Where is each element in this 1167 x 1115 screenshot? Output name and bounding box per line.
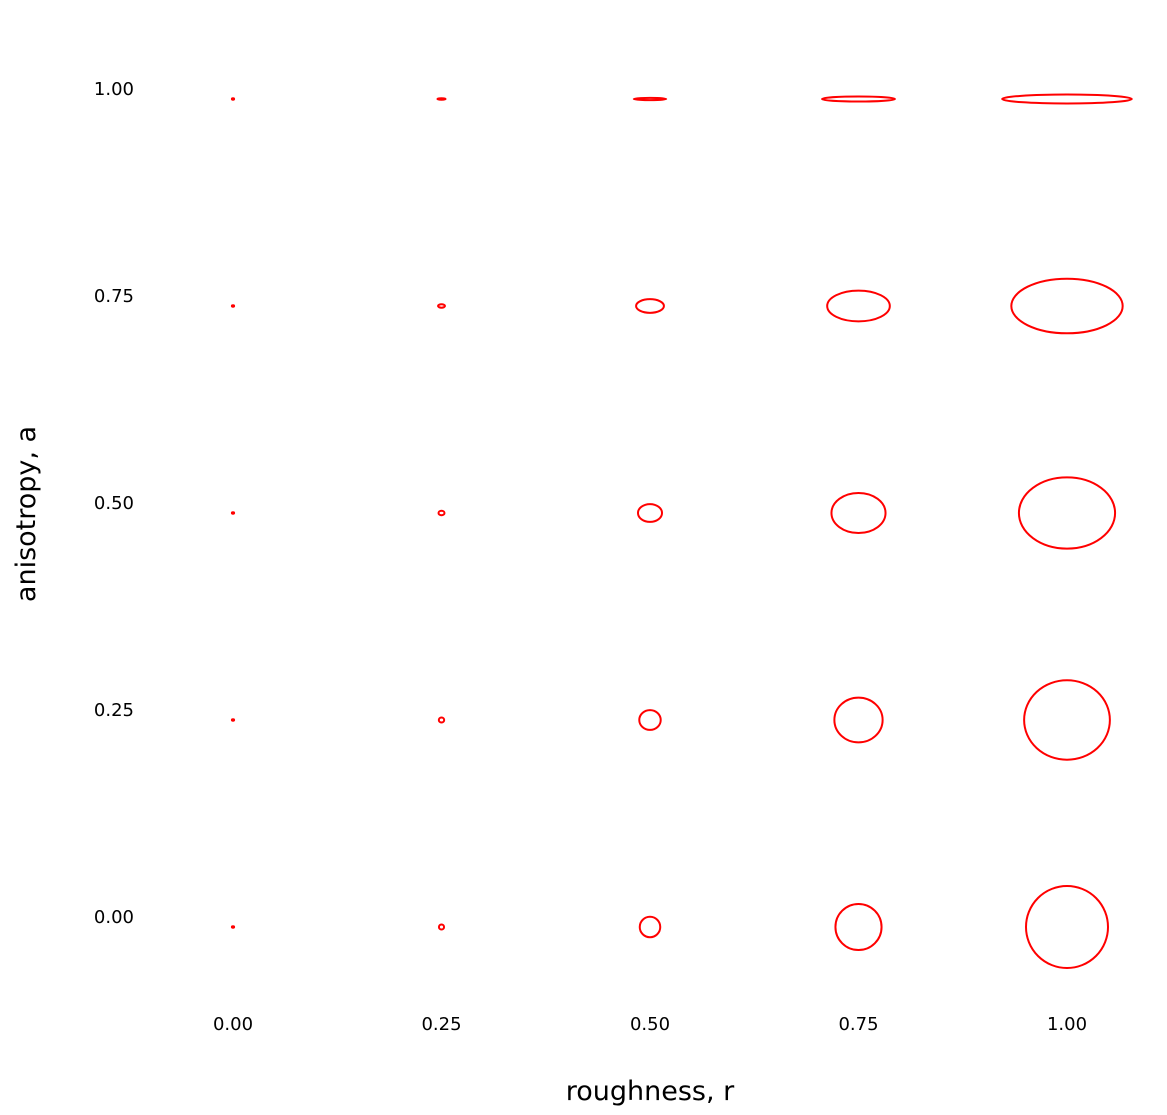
- ellipse-markers: [230, 93, 1133, 969]
- ellipse-marker: [830, 491, 887, 535]
- ellipse-marker: [230, 304, 236, 308]
- ellipse-marker: [437, 716, 446, 724]
- ellipse-marker: [638, 709, 662, 731]
- ellipse-marker: [230, 97, 236, 101]
- ellipse-marker: [826, 289, 891, 323]
- ellipse-marker: [1017, 476, 1117, 550]
- ellipse-marker: [1025, 885, 1109, 969]
- x-axis-label: roughness, r: [566, 1076, 735, 1107]
- ellipse-marker: [632, 96, 668, 102]
- ellipse-marker: [1001, 93, 1133, 105]
- y-tick-label: 0.25: [94, 700, 134, 721]
- ellipse-marker: [437, 923, 446, 931]
- ellipse-marker: [230, 718, 236, 722]
- ellipse-marker: [436, 97, 447, 101]
- y-tick-label: 0.00: [94, 907, 134, 928]
- y-tick-label: 1.00: [94, 79, 134, 100]
- x-tick-label: 0.50: [630, 1014, 670, 1035]
- ellipse-marker: [638, 915, 662, 939]
- y-tick-label: 0.50: [94, 493, 134, 514]
- x-tick-label: 0.00: [213, 1014, 253, 1035]
- ellipse-marker: [437, 509, 446, 517]
- ellipse-marker: [230, 511, 236, 515]
- ellipse-marker: [821, 95, 896, 103]
- y-axis-label: anisotropy, a: [11, 426, 42, 602]
- ellipse-marker: [834, 902, 883, 952]
- x-tick-label: 1.00: [1047, 1014, 1087, 1035]
- ellipse-marker: [1010, 277, 1124, 335]
- x-tick-label: 0.25: [421, 1014, 461, 1035]
- ellipse-marker: [230, 925, 236, 929]
- ellipse-marker: [636, 503, 664, 523]
- ellipse-marker: [635, 298, 665, 314]
- x-tick-label: 0.75: [838, 1014, 878, 1035]
- x-tick-labels: 0.00 0.25 0.50 0.75 1.00: [213, 1014, 1087, 1035]
- y-tick-label: 0.75: [94, 286, 134, 307]
- ellipse-marker: [833, 696, 884, 744]
- y-tick-labels: 0.00 0.25 0.50 0.75 1.00: [94, 79, 134, 928]
- ellipse-marker: [437, 303, 446, 309]
- ellipse-marker: [1023, 679, 1111, 761]
